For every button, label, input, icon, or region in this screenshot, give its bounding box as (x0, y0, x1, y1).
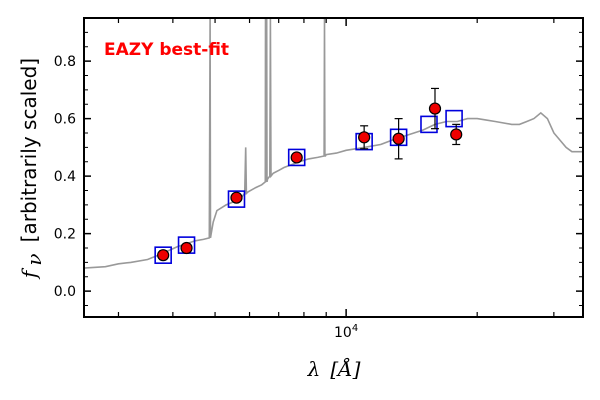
model-flux-square (154, 246, 172, 264)
model-flux-square (287, 148, 306, 167)
template-spectrum-line (84, 18, 583, 269)
observed-flux-point (157, 249, 170, 262)
y-axis-symbol: f (17, 267, 41, 280)
x-axis-unit: [Å] (330, 356, 360, 381)
observed-flux-point (358, 131, 371, 144)
y-axis-label: f ν [arbitrarily scaled] (17, 58, 46, 280)
observed-flux-point (290, 151, 303, 164)
model-flux-square (445, 109, 463, 128)
y-axis-subscript: ν (22, 253, 46, 265)
plot-frame (83, 17, 584, 318)
y-tick-label: 0.4 (54, 169, 76, 185)
observed-flux-point (428, 102, 442, 115)
model-flux-square (420, 115, 438, 134)
observed-flux-point (392, 132, 405, 145)
y-tick-label: 0.6 (54, 112, 76, 128)
x-tick-label: 104 (334, 323, 358, 341)
observed-flux-point (180, 241, 193, 255)
y-axis-text: [arbitrarily scaled] (17, 58, 41, 242)
observed-flux-point (230, 191, 243, 204)
y-tick-label: 0.0 (54, 284, 76, 300)
x-axis-symbol: λ (307, 357, 321, 381)
y-tick-label: 0.2 (54, 227, 76, 243)
y-tick-label: 0.8 (54, 54, 76, 70)
observed-flux-point (450, 128, 463, 141)
x-axis-label: λ [Å] (307, 356, 361, 381)
fit-annotation: EAZY best-fit (104, 40, 229, 60)
model-flux-square (227, 190, 246, 208)
